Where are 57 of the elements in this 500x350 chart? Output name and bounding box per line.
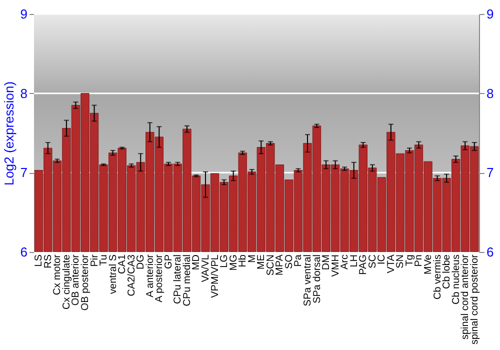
x-tick-label: Pa xyxy=(293,254,304,267)
x-tick-label: CA2/CA3 xyxy=(126,254,138,296)
x-tick-label: spinal cord anterior xyxy=(460,254,472,340)
y2-tick-label: 6 xyxy=(486,244,494,260)
x-tick-label: Cx cingulate xyxy=(61,254,72,310)
x-tick-label: LH xyxy=(348,254,360,268)
x-tick-label: VMH xyxy=(330,254,342,277)
x-tick-label: Tu xyxy=(98,254,110,266)
x-tick-label: Cb nucleus xyxy=(450,254,462,305)
y2-tick-label: 9 xyxy=(486,6,494,22)
x-tick-label: MPA xyxy=(274,254,286,276)
x-tick-label: SPa ventral xyxy=(302,254,314,306)
x-tick-label: Tg xyxy=(404,254,416,266)
x-tick-label: LG xyxy=(219,254,230,268)
x-tick-label: A posterior xyxy=(154,254,166,302)
x-tick-label: VTA xyxy=(386,254,397,274)
x-tick-label: Pir xyxy=(89,254,100,267)
x-tick-label: CPu lateral xyxy=(172,254,184,304)
x-tick-label: IC xyxy=(376,254,388,264)
x-tick-label: DM xyxy=(321,254,332,270)
x-tick-label: SN xyxy=(395,254,406,268)
x-tick-label: Pn xyxy=(414,254,425,267)
x-tick-label: SC xyxy=(367,254,378,268)
x-tick-label: ventral S xyxy=(108,254,119,294)
x-tick-label: Cx motor xyxy=(52,254,64,296)
x-tick-label: VPM/VPL xyxy=(210,254,221,298)
y-tick-label: 9 xyxy=(20,6,28,22)
x-tick-label: spinal cord posterior xyxy=(469,254,480,345)
x-tick-label: MD xyxy=(191,254,202,270)
x-tick-label: Hb xyxy=(238,254,249,268)
x-tick-label: SPa dorsal xyxy=(312,254,323,304)
x-tick-label: OB posterior xyxy=(80,254,91,311)
x-tick-label: PAG xyxy=(358,254,370,275)
x-tick-label: RS xyxy=(42,254,54,268)
x-tick-label: GP xyxy=(163,254,174,269)
x-tick-label: A anterior xyxy=(144,254,156,298)
y-axis-title: Log2 (expression) xyxy=(1,81,16,186)
x-tick-label: MG xyxy=(228,254,240,271)
x-tick-label: VA/VL xyxy=(200,254,212,282)
x-tick-label: Cb lobe xyxy=(442,254,453,289)
x-tick-label: Cb vermis xyxy=(432,254,444,300)
x-tick-label: SO xyxy=(284,254,295,269)
y2-tick-label: 7 xyxy=(486,165,494,180)
x-tick-label: M xyxy=(246,254,258,263)
x-tick-label: CPu medial xyxy=(182,254,193,306)
x-tick-label: Arc xyxy=(340,254,351,270)
x-tick-label: MVe xyxy=(423,254,434,275)
y-tick-label: 7 xyxy=(20,165,28,180)
y-tick-label: 6 xyxy=(20,244,28,260)
y-tick-label: 8 xyxy=(20,86,28,101)
x-tick-label: LS xyxy=(34,254,45,267)
x-tick-label: OB anterior xyxy=(70,254,82,306)
x-tick-label: ME xyxy=(256,254,268,270)
x-tick-label: DG xyxy=(136,254,147,270)
x-tick-label: SCN xyxy=(265,254,276,276)
y2-tick-label: 8 xyxy=(486,86,494,101)
x-tick-label: CA1 xyxy=(117,254,128,274)
